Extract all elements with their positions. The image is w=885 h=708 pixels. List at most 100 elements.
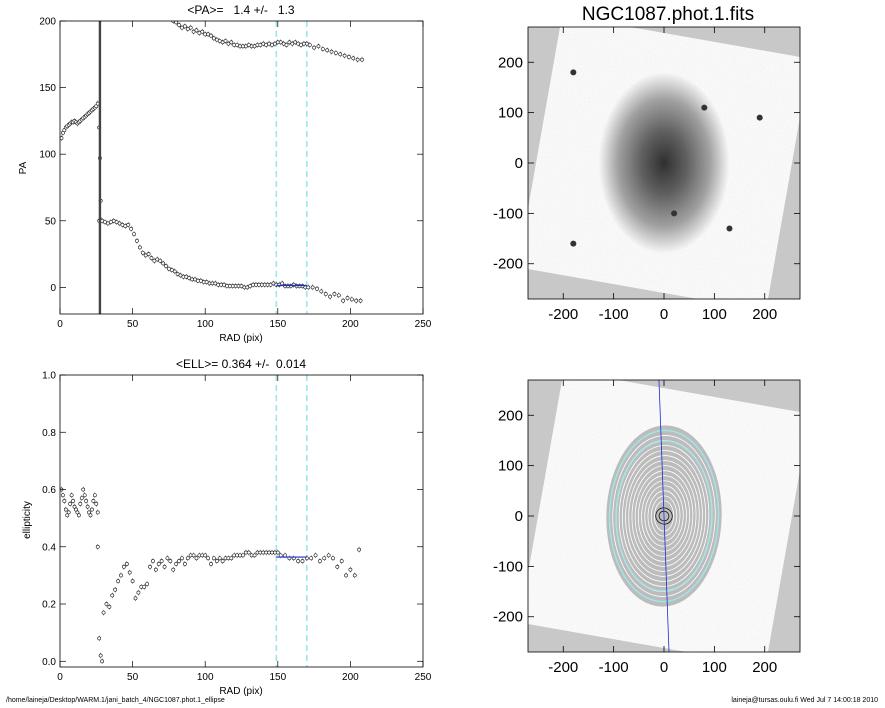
data-point <box>204 279 209 285</box>
point-marker <box>341 298 346 303</box>
point-marker <box>158 258 163 263</box>
data-point <box>270 549 274 556</box>
data-point <box>238 552 242 559</box>
data-point <box>287 39 292 46</box>
point-marker <box>121 564 126 569</box>
data-point <box>104 601 109 607</box>
data-point <box>191 552 196 559</box>
point-marker <box>98 653 103 658</box>
point-marker <box>328 294 332 299</box>
point-marker <box>116 579 120 584</box>
x-tick-label: 150 <box>269 672 286 683</box>
point-marker <box>65 513 70 518</box>
data-point <box>331 555 335 562</box>
point-marker <box>284 43 289 47</box>
data-point <box>333 50 338 56</box>
point-marker <box>203 553 208 558</box>
point-marker <box>75 510 80 515</box>
point-marker <box>229 40 234 45</box>
data-point <box>291 555 296 562</box>
data-point <box>206 31 211 38</box>
x-tick-label: 200 <box>752 659 777 676</box>
data-point <box>200 28 205 35</box>
point-marker <box>177 559 181 563</box>
data-point <box>212 555 216 562</box>
x-tick-label: 50 <box>127 319 139 330</box>
point-marker <box>351 56 356 61</box>
data-point <box>62 498 67 504</box>
point-marker <box>300 559 305 563</box>
data-point <box>338 51 343 58</box>
point-marker <box>320 47 325 51</box>
data-point <box>341 297 346 304</box>
point-marker <box>79 496 84 500</box>
data-point <box>148 564 152 570</box>
data-point <box>235 42 240 48</box>
x-tick-label: 250 <box>415 672 432 683</box>
data-point <box>85 503 90 510</box>
data-point <box>304 555 309 562</box>
data-point <box>88 512 93 519</box>
data-point <box>258 549 263 556</box>
point-marker <box>126 222 131 227</box>
point-marker <box>81 487 86 492</box>
point-marker <box>217 556 222 561</box>
point-marker <box>241 553 245 558</box>
data-point <box>355 56 360 63</box>
data-point <box>252 43 257 50</box>
data-point <box>194 555 199 562</box>
y-tick-label: 0 <box>50 283 56 294</box>
data-point <box>235 552 240 559</box>
point-marker <box>306 285 311 290</box>
point-marker <box>62 499 67 503</box>
data-point <box>227 283 232 289</box>
data-point <box>177 22 181 28</box>
data-point <box>60 135 64 141</box>
x-tick-label: 50 <box>127 672 139 683</box>
data-point <box>114 219 119 225</box>
point-marker <box>354 298 359 303</box>
data-point <box>230 283 235 289</box>
marker-ellipse <box>615 440 713 592</box>
point-marker <box>124 562 129 566</box>
data-point <box>171 566 176 573</box>
data-point <box>220 39 225 46</box>
data-point <box>243 43 248 50</box>
ellipse-overlay-panel: -200 -100 0 100 200 -200 -100 0 100 200 <box>493 379 801 676</box>
isophote-ellipse <box>628 460 700 572</box>
data-point <box>185 26 190 32</box>
point-marker <box>88 513 93 518</box>
point-marker <box>130 579 135 584</box>
point-marker <box>319 289 324 294</box>
y-tick-label: 0.8 <box>42 428 56 439</box>
data-point <box>90 506 94 513</box>
isophote-ellipse <box>655 507 673 525</box>
isophote-ellipse <box>641 480 687 552</box>
data-point <box>63 506 68 513</box>
y-tick-label: 100 <box>498 458 523 475</box>
data-point <box>168 558 173 564</box>
data-point <box>232 552 237 559</box>
galaxy-glow <box>598 72 730 254</box>
star <box>701 104 708 111</box>
data-point <box>76 512 81 519</box>
data-point <box>243 549 248 556</box>
x-tick-label: 250 <box>415 319 432 330</box>
point-marker <box>296 559 301 563</box>
point-marker <box>127 570 132 575</box>
data-point <box>78 501 83 507</box>
data-point <box>349 296 354 303</box>
point-marker <box>339 559 344 563</box>
point-marker <box>309 556 314 561</box>
point-marker <box>223 39 228 43</box>
pa-plot-ylabel: PA <box>18 161 29 174</box>
data-point <box>172 268 177 275</box>
data-point <box>214 558 219 564</box>
point-marker <box>360 57 364 62</box>
y-tick-label: 0 <box>515 155 523 172</box>
point-marker <box>153 567 158 572</box>
data-point <box>74 506 78 513</box>
data-point <box>322 555 327 562</box>
point-marker <box>172 269 177 274</box>
point-marker <box>342 53 347 58</box>
